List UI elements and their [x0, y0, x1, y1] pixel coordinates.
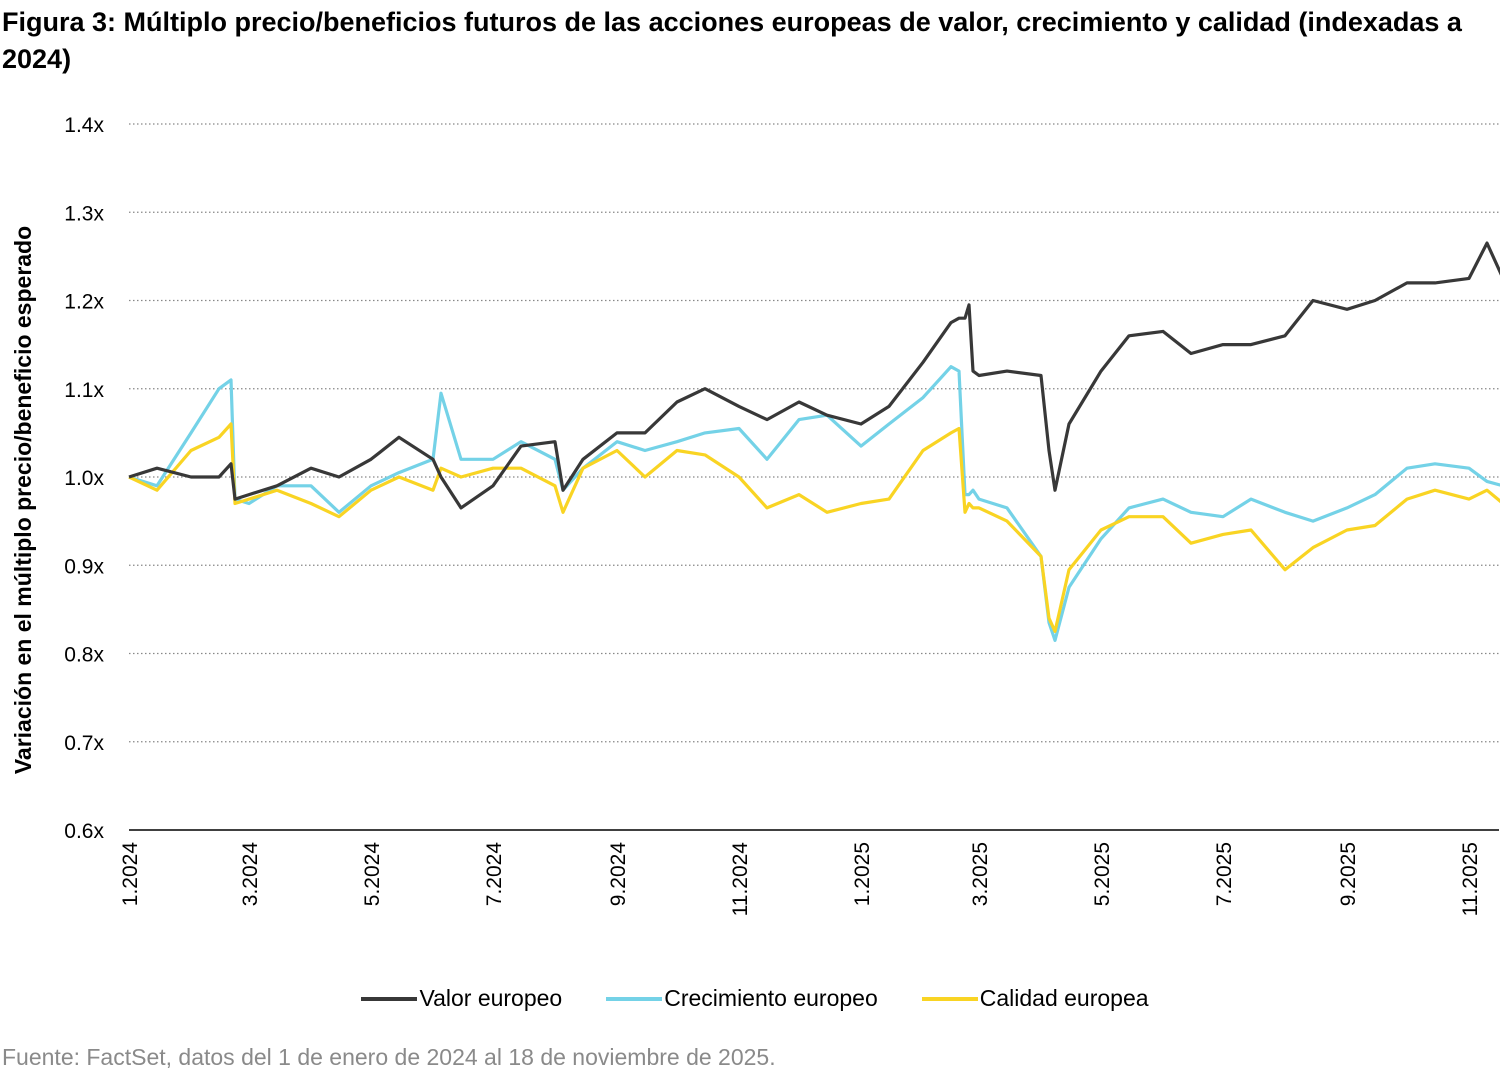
y-tick-label: 0.9x: [64, 555, 104, 578]
y-tick-label: 1.0x: [64, 467, 104, 490]
y-tick-label: 1.3x: [64, 202, 104, 225]
legend-label: Calidad europea: [979, 985, 1149, 1011]
series-line-valor-europeo: [128, 241, 1500, 510]
x-tick-label: 5.2024: [361, 842, 384, 907]
x-tick-label: 1.2024: [119, 842, 142, 907]
y-tick-label: 1.4x: [64, 114, 104, 137]
y-tick-label: 0.7x: [64, 732, 104, 755]
series-lines: [128, 241, 1500, 642]
legend-swatch-valor: [361, 996, 418, 1001]
legend-swatch-calidad: [921, 996, 978, 1001]
chart-title: Figura 3: Múltiplo precio/beneficios fut…: [2, 7, 1462, 74]
y-tick-labels: 0.6x 0.7x 0.8x 0.9x 1.0x 1.1x 1.2x 1.3x 1.4x: [64, 114, 104, 843]
series-line-calidad-europea: [128, 422, 1500, 633]
gridlines: [129, 123, 1499, 831]
y-tick-label: 0.6x: [64, 820, 104, 843]
legend-label: Valor europeo: [419, 985, 563, 1011]
x-tick-label: 11.2024: [729, 842, 752, 917]
y-tick-label: 1.2x: [64, 291, 104, 314]
y-axis-label: Variación en el múltiplo precio/benefici…: [10, 226, 36, 774]
x-tick-label: 7.2025: [1213, 842, 1236, 906]
x-tick-label: 3.2024: [239, 842, 262, 907]
legend-swatch-crecimiento: [606, 996, 663, 1001]
series-line-crecimiento-europeo: [128, 365, 1500, 642]
x-tick-label: 5.2025: [1091, 842, 1114, 906]
legend-item-valor: Valor europeo: [361, 985, 562, 1012]
x-tick-labels: 1.2024 3.2024 5.2024 7.2024 9.2024 11.2024 1.2…: [119, 842, 1482, 917]
legend-label: Crecimiento europeo: [664, 985, 878, 1011]
x-tick-label: 9.2025: [1337, 842, 1360, 906]
y-tick-label: 0.8x: [64, 644, 104, 667]
x-tick-label: 9.2024: [607, 842, 630, 907]
x-tick-label: 1.2025: [851, 842, 874, 906]
source-note: Fuente: FactSet, datos del 1 de enero de…: [2, 1044, 776, 1070]
x-tick-label: 7.2024: [483, 842, 506, 907]
legend-item-crecimiento: Crecimiento europeo: [606, 985, 878, 1012]
legend: Valor europeo Crecimiento europeo Calida…: [0, 985, 1500, 1012]
legend-item-calidad: Calidad europea: [921, 985, 1149, 1012]
y-tick-label: 1.1x: [64, 379, 104, 402]
x-tick-label: 3.2025: [969, 842, 992, 906]
x-tick-label: 11.2025: [1459, 842, 1482, 916]
